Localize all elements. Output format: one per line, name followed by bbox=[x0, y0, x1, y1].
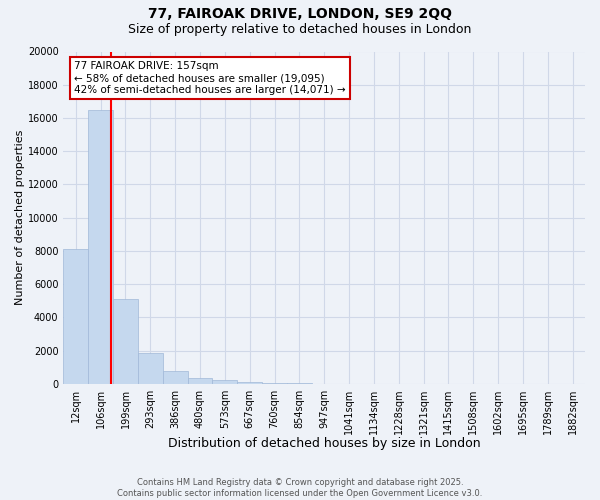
Text: 77, FAIROAK DRIVE, LONDON, SE9 2QQ: 77, FAIROAK DRIVE, LONDON, SE9 2QQ bbox=[148, 8, 452, 22]
Bar bbox=[262, 382, 287, 384]
Text: Size of property relative to detached houses in London: Size of property relative to detached ho… bbox=[128, 22, 472, 36]
Y-axis label: Number of detached properties: Number of detached properties bbox=[15, 130, 25, 306]
Bar bbox=[212, 380, 237, 384]
Bar bbox=[237, 382, 262, 384]
Bar bbox=[113, 299, 138, 384]
X-axis label: Distribution of detached houses by size in London: Distribution of detached houses by size … bbox=[168, 437, 481, 450]
Bar bbox=[138, 353, 163, 384]
Bar bbox=[64, 250, 88, 384]
Bar bbox=[88, 110, 113, 384]
Text: Contains HM Land Registry data © Crown copyright and database right 2025.
Contai: Contains HM Land Registry data © Crown c… bbox=[118, 478, 482, 498]
Bar bbox=[188, 378, 212, 384]
Text: 77 FAIROAK DRIVE: 157sqm
← 58% of detached houses are smaller (19,095)
42% of se: 77 FAIROAK DRIVE: 157sqm ← 58% of detach… bbox=[74, 62, 346, 94]
Bar bbox=[163, 372, 188, 384]
